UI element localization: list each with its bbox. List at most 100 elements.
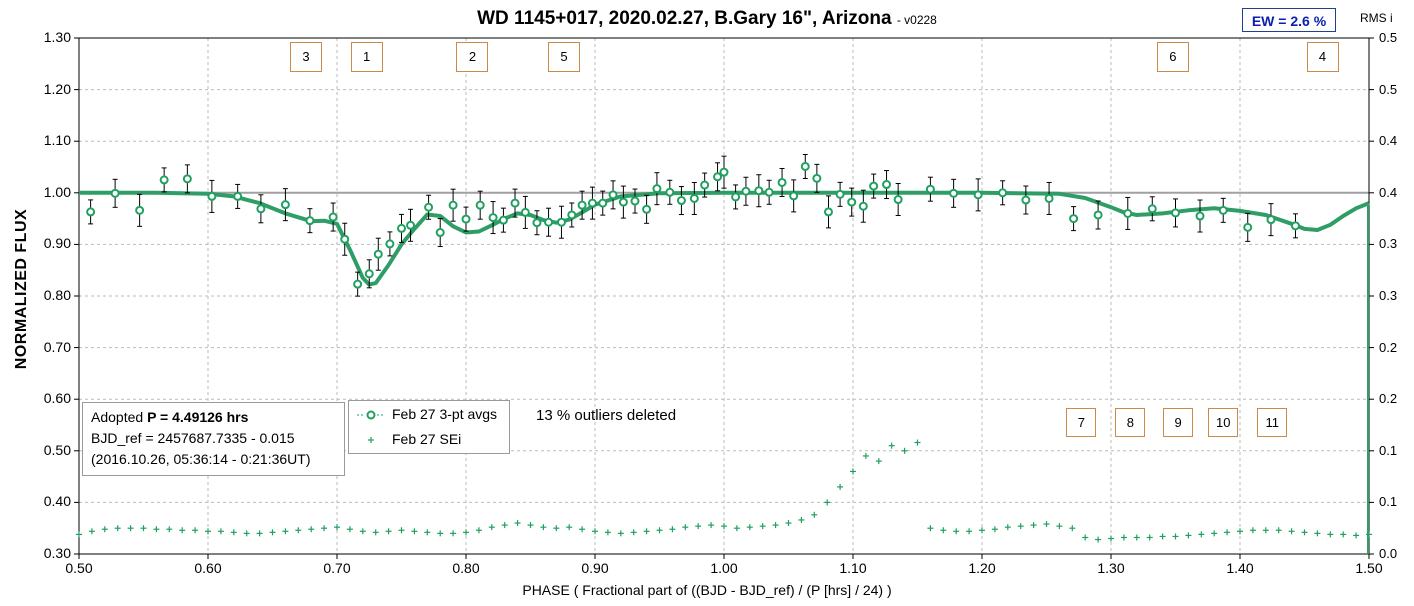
sei-point (1069, 525, 1076, 532)
sei-point (1198, 531, 1205, 538)
period-value: P = 4.49126 hrs (147, 409, 249, 425)
sei-point (424, 529, 431, 536)
avg-point (676, 186, 686, 216)
avg-point (340, 222, 350, 256)
avg-point (233, 183, 243, 209)
sei-point (1211, 530, 1218, 537)
sei-point (901, 447, 908, 454)
avg-point (1123, 196, 1133, 230)
sei-point (1185, 532, 1192, 539)
sei-point (643, 528, 650, 535)
avg-point (373, 237, 383, 271)
x-tick-label: 1.20 (968, 560, 996, 576)
sei-point (166, 526, 173, 533)
sei-point (1146, 534, 1153, 541)
avg-point (777, 167, 787, 197)
legend-entry-sei: Feb 27 SEi (349, 429, 509, 451)
avg-point (998, 180, 1008, 206)
sei-point (798, 516, 805, 523)
sei-point (630, 529, 637, 536)
sei-point (88, 528, 95, 535)
avg-point (488, 201, 498, 235)
sei-point (488, 524, 495, 531)
avg-point (207, 179, 217, 213)
y2-tick-label: 0.2 (1379, 339, 1398, 355)
avg-point (823, 195, 833, 229)
avg-point (1044, 181, 1054, 215)
sei-point (1056, 523, 1063, 530)
sei-point (1340, 531, 1347, 538)
sei-point (372, 529, 379, 536)
sei-point (385, 528, 392, 535)
y-tick-label: 0.60 (43, 390, 71, 407)
y-tick-label: 0.90 (43, 235, 71, 252)
sei-point (269, 529, 276, 536)
avg-point (618, 185, 628, 219)
avg-point (1266, 203, 1276, 237)
sei-point (979, 527, 985, 534)
y2-axis-label: RMS i (1360, 11, 1393, 25)
sei-point (940, 527, 947, 534)
title-text: WD 1145+017, 2020.02.27, B.Gary 16", Ari… (477, 8, 892, 29)
dip-marker-4: 4 (1306, 42, 1339, 72)
sei-point (656, 527, 663, 534)
sei-point (127, 525, 134, 532)
sei-point (153, 526, 160, 533)
sei-point (850, 468, 856, 475)
avg-point (754, 174, 764, 208)
avg-point (461, 206, 471, 232)
y2-tick-label: 0.2 (1379, 391, 1398, 407)
legend: Feb 27 3-pt avgs Feb 27 SEi (348, 400, 510, 454)
avg-point (719, 155, 729, 189)
sei-point (991, 526, 998, 533)
sei-point (295, 527, 302, 534)
avg-point (544, 207, 554, 237)
avg-point (532, 210, 542, 236)
sei-point (1004, 524, 1011, 531)
x-tick-label: 1.30 (1097, 560, 1125, 576)
avg-point (858, 189, 868, 223)
avg-point (642, 194, 652, 224)
avg-point (587, 186, 597, 220)
avg-point (135, 193, 145, 227)
sei-point (1133, 534, 1140, 541)
sei-point (1017, 523, 1024, 530)
avg-point (847, 187, 857, 217)
sei-point (837, 483, 844, 490)
sei-point (540, 524, 547, 531)
sei-point (669, 526, 676, 533)
sei-point (76, 531, 82, 538)
sei-point (1353, 532, 1360, 539)
sei-point (359, 528, 366, 535)
sei-point (604, 529, 611, 536)
y-tick-label: 1.20 (43, 80, 71, 97)
sei-point (243, 530, 250, 537)
legend-plus-marker (368, 437, 374, 443)
sei-point (875, 458, 882, 465)
dip-marker-5: 5 (548, 42, 581, 72)
avg-point (1171, 198, 1180, 228)
avg-point (520, 195, 530, 229)
avg-point (567, 202, 577, 228)
y2-tick-label: 0.3 (1379, 236, 1398, 252)
sei-point (1262, 527, 1269, 534)
avg-point (630, 188, 640, 214)
outliers-note: 13 % outliers deleted (536, 407, 677, 424)
avg-point (812, 163, 822, 193)
sei-point (862, 452, 869, 459)
avg-point (510, 188, 520, 218)
y-tick-label: 0.40 (43, 493, 71, 510)
dip-marker-8: 8 (1115, 408, 1146, 437)
avg-point (731, 184, 741, 210)
y2-tick-label: 0.5 (1379, 81, 1398, 97)
dip-marker-2: 2 (456, 42, 489, 72)
sei-point (501, 522, 508, 529)
avg-point (608, 180, 618, 210)
avg-point (713, 162, 723, 192)
x-tick-label: 0.80 (452, 560, 480, 576)
sei-point (888, 442, 895, 449)
avg-point (110, 178, 120, 208)
avg-point (741, 176, 751, 206)
sei-point (695, 523, 702, 530)
